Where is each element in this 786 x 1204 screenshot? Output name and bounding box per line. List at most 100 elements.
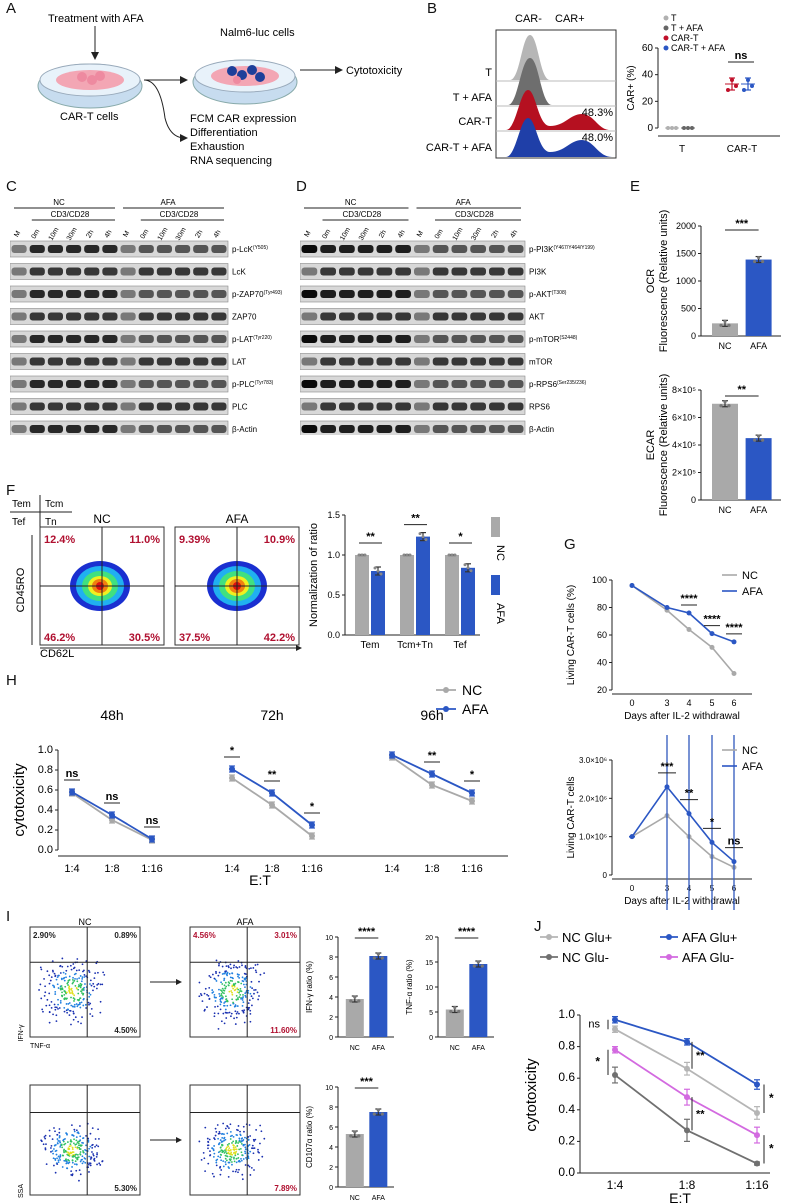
i-event xyxy=(66,1011,69,1014)
blot-band xyxy=(47,290,63,298)
i-event xyxy=(84,983,86,985)
blot-band xyxy=(301,357,318,366)
i-event xyxy=(61,1146,64,1149)
i-event xyxy=(84,1153,87,1155)
blot-band xyxy=(470,312,486,321)
blot-band xyxy=(357,380,374,388)
i-event xyxy=(229,979,232,982)
g1-sig: **** xyxy=(703,614,721,626)
chart-i3-y-tick-label: 0 xyxy=(329,1185,333,1192)
i-event xyxy=(70,1173,73,1176)
f-point xyxy=(424,538,428,542)
i-event xyxy=(241,980,244,982)
i-event xyxy=(236,1011,239,1013)
blot-band xyxy=(451,380,468,388)
i-event xyxy=(69,964,72,967)
i-event xyxy=(241,1009,244,1012)
i-event xyxy=(244,1136,246,1139)
i-event xyxy=(234,982,237,985)
blot-band xyxy=(301,402,318,411)
j-y-tick-label: 0.4 xyxy=(558,1102,575,1116)
i-event xyxy=(211,989,214,991)
i-event xyxy=(73,1128,76,1131)
blot-band xyxy=(66,425,82,433)
i-event xyxy=(48,1011,51,1013)
blot-band xyxy=(489,267,505,276)
i-event xyxy=(88,971,91,974)
blot-band xyxy=(357,290,374,298)
i-event xyxy=(213,1175,215,1178)
blot-strip xyxy=(299,330,526,348)
i-event xyxy=(84,1157,87,1160)
i-event xyxy=(235,1012,238,1015)
i-event xyxy=(226,1125,229,1128)
i-event xyxy=(96,1163,98,1166)
i-event xyxy=(84,1003,87,1006)
i-event xyxy=(223,972,226,975)
i-event xyxy=(236,1145,239,1147)
blot-band xyxy=(156,425,172,433)
blot-strip xyxy=(9,398,229,415)
j-legend-marker xyxy=(666,934,672,940)
i-event xyxy=(72,997,75,999)
f-point xyxy=(463,563,467,567)
chart-e1-x-label: AFA xyxy=(750,341,767,351)
i-plot-title: NC xyxy=(79,917,92,927)
b-legend-label: CAR-T + AFA xyxy=(671,43,725,53)
blot-band xyxy=(120,335,136,343)
blot-band xyxy=(301,335,318,343)
i-event xyxy=(223,1139,225,1142)
i-event xyxy=(234,1146,237,1149)
i-event xyxy=(70,1170,73,1173)
i-event xyxy=(253,989,255,991)
i-event xyxy=(213,1012,216,1015)
i-event xyxy=(57,1161,60,1163)
i-event xyxy=(212,1156,215,1158)
i-event xyxy=(222,1122,225,1125)
i-event xyxy=(217,1155,220,1158)
f-q-ll: 37.5% xyxy=(179,632,210,644)
i-event xyxy=(228,982,231,985)
i-event xyxy=(257,998,260,1001)
i-event xyxy=(236,973,239,976)
i-event xyxy=(56,1163,59,1165)
i-event xyxy=(78,1179,80,1182)
i-event xyxy=(65,976,67,979)
i-event xyxy=(230,1015,232,1018)
i-event xyxy=(72,1154,75,1157)
i-event xyxy=(215,970,217,973)
chart-e2-x-label: NC xyxy=(719,505,732,515)
blot-band xyxy=(320,290,336,298)
i-event xyxy=(63,1143,66,1146)
i-q-ur: 3.01% xyxy=(274,931,297,940)
i-event xyxy=(220,1020,223,1023)
blot-band xyxy=(339,380,355,388)
i-event xyxy=(222,1012,225,1015)
g2-legend-afa: AFA xyxy=(742,761,763,773)
i-event xyxy=(93,977,96,980)
i-event xyxy=(60,978,63,981)
i-event xyxy=(230,1156,233,1158)
blot-lane-label: 10m xyxy=(339,226,352,241)
i-event xyxy=(44,1148,47,1151)
j-ylabel: cytotoxicity xyxy=(523,1058,540,1132)
i-event xyxy=(245,976,248,979)
blot-stim-label: CD3/CD28 xyxy=(343,210,382,219)
i-event xyxy=(58,1131,61,1134)
panel-i-tnf-chart: 0 5 10 15 20 TNF-α ratio (%) NC AFA **** xyxy=(405,926,494,1052)
panel-j-letter: J xyxy=(534,918,542,935)
i-event xyxy=(245,1156,247,1159)
i-event xyxy=(231,985,234,988)
b-legend-marker xyxy=(663,35,669,41)
chart-i1-bar-nc xyxy=(345,999,364,1037)
blot-band xyxy=(507,425,524,433)
i-event xyxy=(240,1159,243,1162)
h-x-tick: 1:8 xyxy=(424,863,439,875)
i-event xyxy=(243,1130,245,1133)
i-event xyxy=(82,992,85,995)
i-event xyxy=(237,988,240,991)
chart-i3-y-tick-label: 4 xyxy=(329,1145,333,1152)
blot-band-label: ZAP70 xyxy=(232,313,257,322)
i-event xyxy=(213,1015,216,1018)
i-event xyxy=(101,983,104,986)
